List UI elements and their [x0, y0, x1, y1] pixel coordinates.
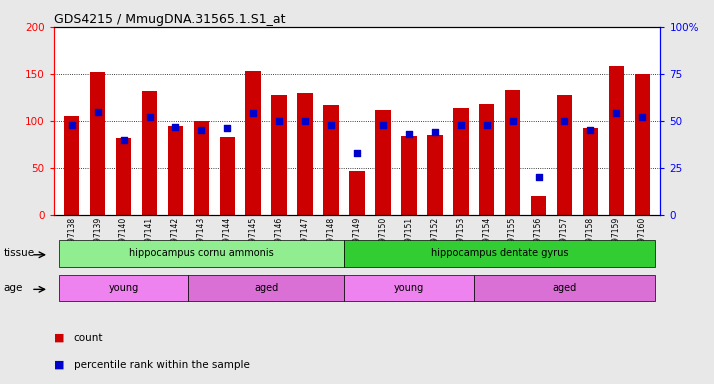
Bar	[188, 275, 344, 301]
Bar	[116, 138, 131, 215]
Point	[221, 126, 233, 132]
Text: aged: aged	[254, 283, 278, 293]
Point	[92, 109, 104, 115]
Bar	[219, 137, 235, 215]
Bar	[349, 171, 365, 215]
Bar	[427, 135, 443, 215]
Text: age: age	[4, 283, 23, 293]
Point	[507, 118, 518, 124]
Bar	[401, 136, 417, 215]
Point	[455, 122, 466, 128]
Bar	[193, 121, 209, 215]
Point	[403, 131, 415, 137]
Text: young: young	[109, 283, 139, 293]
Text: young: young	[393, 283, 424, 293]
Point	[66, 122, 77, 128]
Bar	[557, 94, 572, 215]
Bar	[479, 104, 495, 215]
Point	[299, 118, 311, 124]
Point	[533, 174, 544, 180]
Bar	[64, 116, 79, 215]
Bar	[297, 93, 313, 215]
Text: ■: ■	[54, 360, 64, 370]
Point	[118, 137, 129, 143]
Point	[637, 114, 648, 120]
Point	[377, 122, 388, 128]
Point	[273, 118, 285, 124]
Bar	[375, 110, 391, 215]
Bar	[453, 108, 468, 215]
Text: aged: aged	[553, 283, 577, 293]
Bar	[531, 196, 546, 215]
Point	[429, 129, 441, 135]
Point	[170, 124, 181, 130]
Text: hippocampus dentate gyrus: hippocampus dentate gyrus	[431, 248, 568, 258]
Bar	[323, 105, 339, 215]
Point	[248, 110, 259, 116]
Bar	[344, 275, 473, 301]
Point	[351, 150, 363, 156]
Bar	[583, 127, 598, 215]
Point	[144, 114, 155, 120]
Bar	[635, 74, 650, 215]
Bar	[168, 126, 183, 215]
Point	[559, 118, 570, 124]
Point	[585, 127, 596, 134]
Bar	[246, 71, 261, 215]
Text: GDS4215 / MmugDNA.31565.1.S1_at: GDS4215 / MmugDNA.31565.1.S1_at	[54, 13, 285, 26]
Bar	[271, 94, 287, 215]
Bar	[505, 90, 521, 215]
Text: percentile rank within the sample: percentile rank within the sample	[74, 360, 249, 370]
Text: count: count	[74, 333, 103, 343]
Point	[481, 122, 493, 128]
Bar	[59, 275, 188, 301]
Bar	[344, 240, 655, 267]
Point	[326, 122, 337, 128]
Bar	[608, 66, 624, 215]
Bar	[473, 275, 655, 301]
Point	[196, 127, 207, 134]
Bar	[90, 72, 106, 215]
Bar	[142, 91, 157, 215]
Text: tissue: tissue	[4, 248, 35, 258]
Text: ■: ■	[54, 333, 64, 343]
Text: hippocampus cornu ammonis: hippocampus cornu ammonis	[129, 248, 273, 258]
Bar	[59, 240, 344, 267]
Point	[610, 110, 622, 116]
